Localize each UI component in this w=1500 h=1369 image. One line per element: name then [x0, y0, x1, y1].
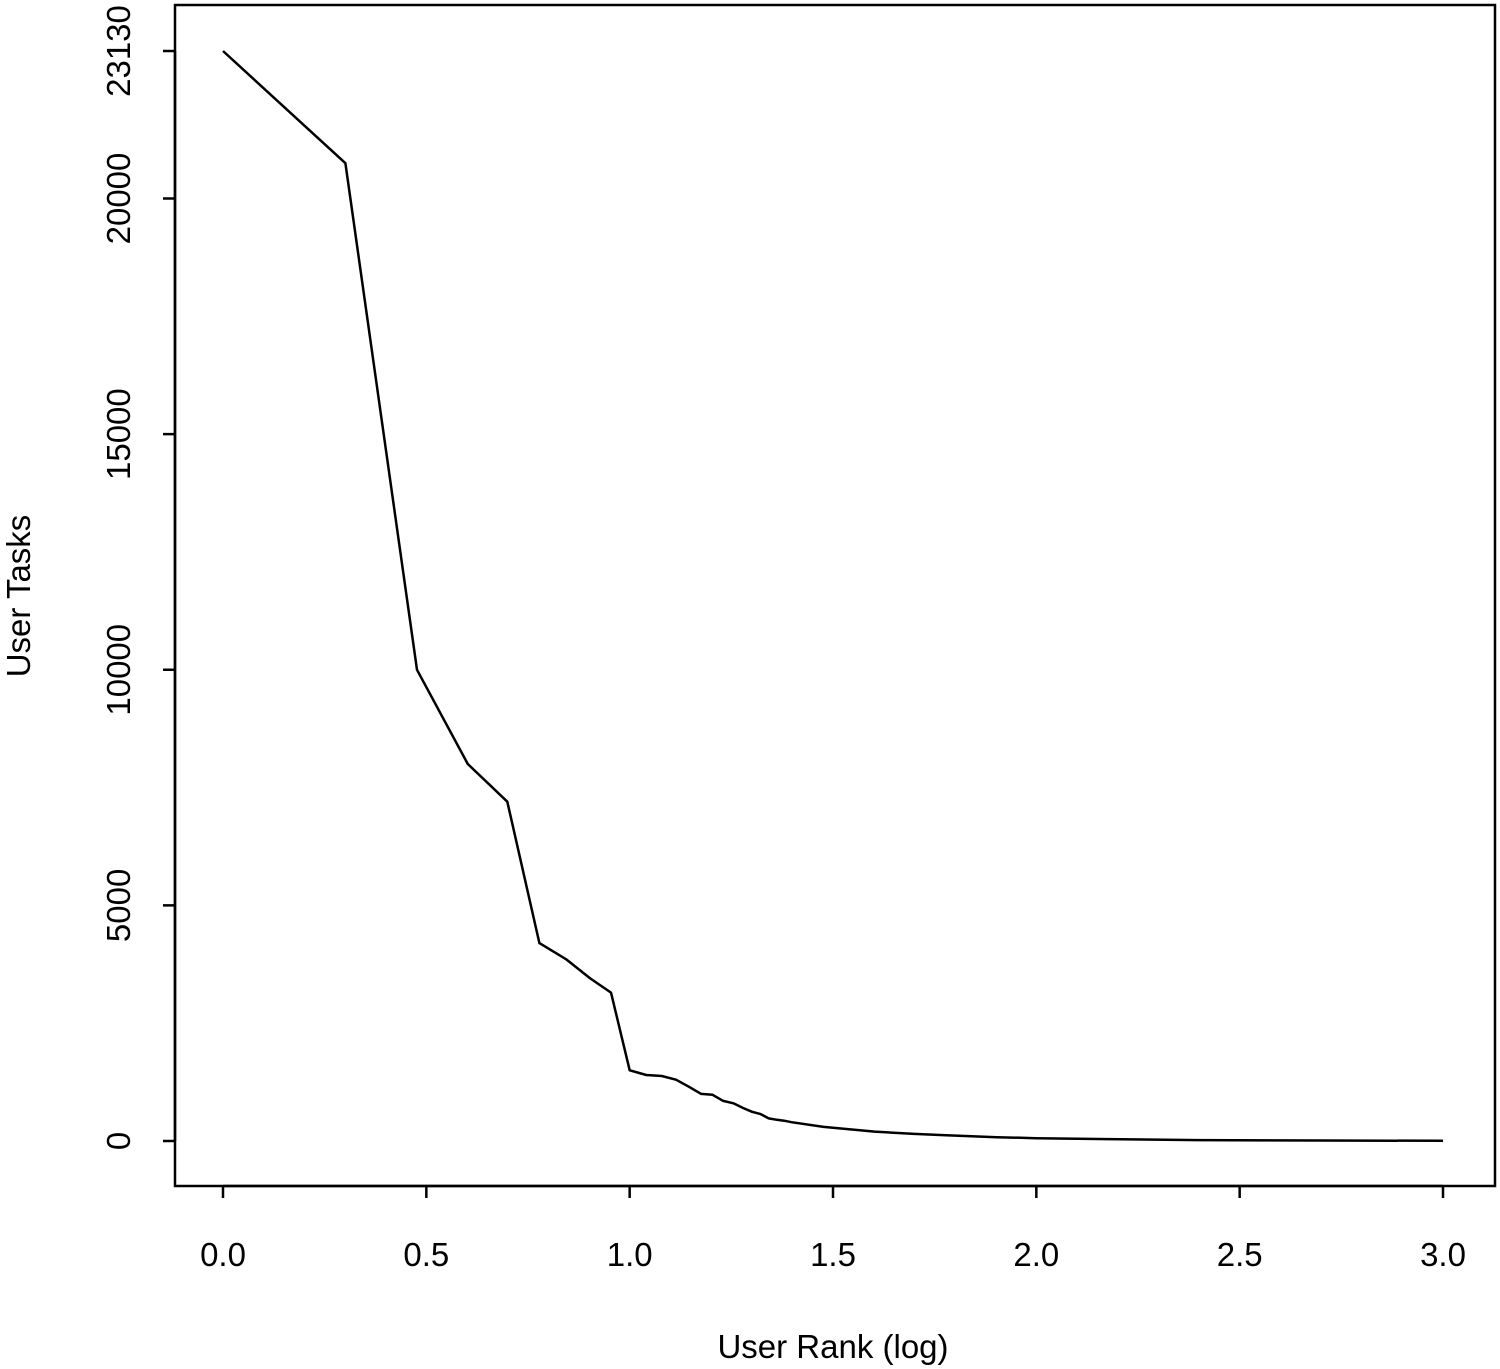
- x-tick-label: 3.0: [1420, 1236, 1466, 1273]
- x-tick-label: 1.5: [810, 1236, 856, 1273]
- y-tick-label: 10000: [100, 624, 137, 716]
- y-axis-label: User Tasks: [0, 515, 37, 678]
- x-tick-label: 0.0: [200, 1236, 246, 1273]
- x-tick-label: 2.5: [1217, 1236, 1263, 1273]
- y-axis: 0 5000 10000 15000 20000 23130: [100, 5, 177, 1150]
- x-axis-label: User Rank (log): [717, 1328, 948, 1365]
- x-tick-label: 2.0: [1013, 1236, 1059, 1273]
- plot-frame: [173, 3, 1497, 1188]
- x-tick-label: 0.5: [403, 1236, 449, 1273]
- x-tick-label: 1.0: [607, 1236, 653, 1273]
- y-tick-label: 0: [100, 1132, 137, 1150]
- series-line: [222, 50, 1444, 1143]
- y-tick-label: 5000: [100, 869, 137, 942]
- y-tick-label: 23130: [100, 5, 137, 97]
- y-tick-label: 20000: [100, 153, 137, 245]
- x-axis: 0.0 0.5 1.0 1.5 2.0 2.5 3.0: [200, 1184, 1466, 1273]
- y-tick-label: 15000: [100, 388, 137, 480]
